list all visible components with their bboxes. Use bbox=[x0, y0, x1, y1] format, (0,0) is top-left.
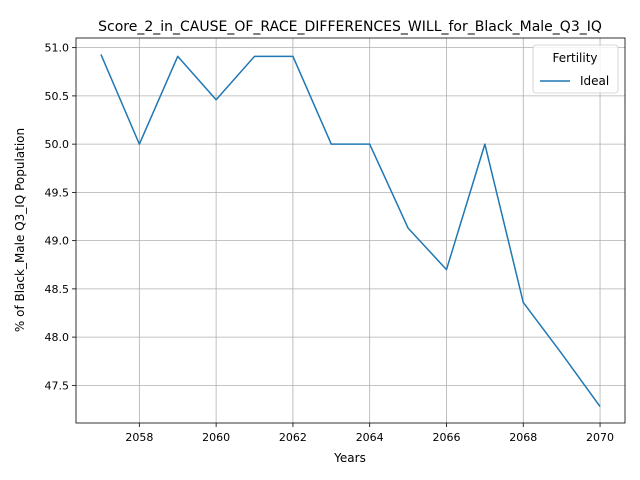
legend-label-ideal: Ideal bbox=[580, 74, 609, 88]
series-line-ideal bbox=[100, 54, 601, 408]
y-tick-label: 49.0 bbox=[45, 235, 70, 248]
legend: Fertility Ideal bbox=[532, 44, 619, 94]
y-tick-label: 50.0 bbox=[45, 138, 70, 151]
x-tick-label: 2068 bbox=[509, 431, 537, 444]
y-tick-label: 47.5 bbox=[45, 379, 70, 392]
x-tick-label: 2066 bbox=[432, 431, 460, 444]
axes-frame bbox=[75, 37, 626, 424]
x-tick-label: 2058 bbox=[125, 431, 153, 444]
series-layer bbox=[100, 54, 601, 408]
y-axis-label: % of Black_Male Q3_IQ Population bbox=[13, 128, 27, 332]
x-tick-label: 2064 bbox=[356, 431, 384, 444]
x-tick-label: 2070 bbox=[586, 431, 614, 444]
x-tick-label: 2062 bbox=[279, 431, 307, 444]
x-axis-label: Years bbox=[333, 451, 366, 465]
y-tick-label: 48.0 bbox=[45, 331, 70, 344]
grid bbox=[76, 38, 625, 423]
y-tick-label: 50.5 bbox=[45, 90, 70, 103]
y-axis-ticks: 47.5 48.0 48.5 49.0 49.5 50.0 50.5 51.0 bbox=[45, 42, 76, 392]
chart-title: Score_2_in_CAUSE_OF_RACE_DIFFERENCES_WIL… bbox=[98, 19, 602, 35]
legend-title: Fertility bbox=[552, 51, 597, 65]
y-tick-label: 49.5 bbox=[45, 186, 70, 199]
x-axis-ticks: 2058 2060 2062 2064 2066 2068 2070 bbox=[125, 423, 614, 444]
y-tick-label: 48.5 bbox=[45, 283, 70, 296]
x-tick-label: 2060 bbox=[202, 431, 230, 444]
y-tick-label: 51.0 bbox=[45, 42, 70, 55]
